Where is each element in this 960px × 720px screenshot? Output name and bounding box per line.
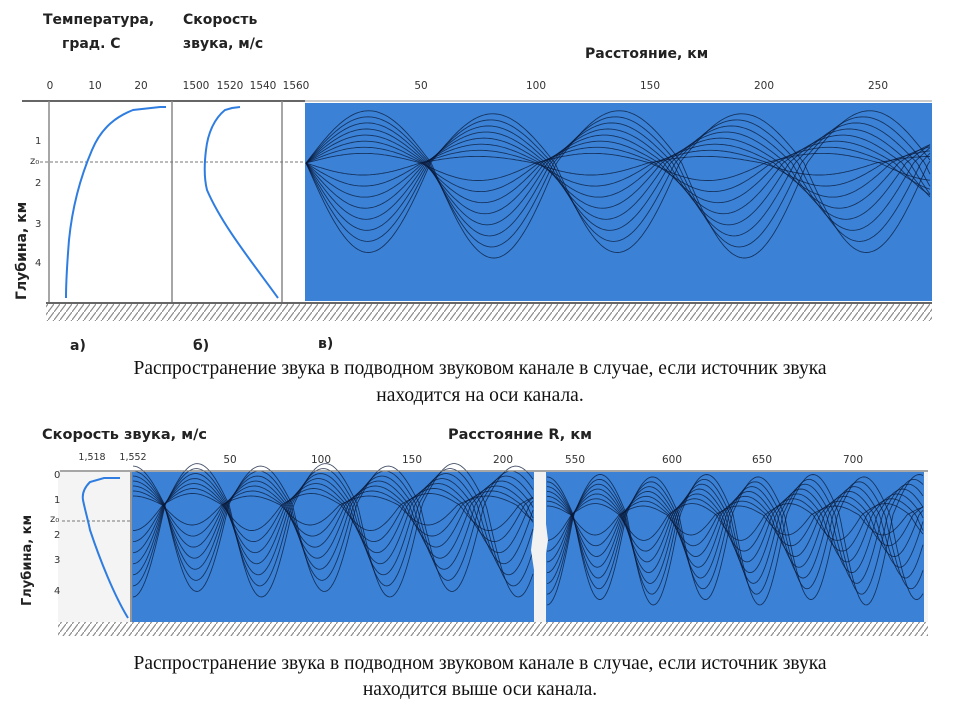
top-caption-line2: находится на оси канала. [376, 385, 584, 406]
bottom-dist-tick-100: 100 [310, 454, 332, 466]
top-distance-title: Расстояние, км [585, 46, 709, 62]
bottom-depth-tick-0: 0 [54, 470, 61, 481]
bottom-depth-tick-1: 1 [54, 495, 61, 506]
bottom-ray-paths [132, 463, 924, 606]
temperature-title-line1: Температура, [43, 12, 155, 28]
bottom-seabed-hatch [58, 622, 928, 636]
speed-tick-1540: 1540 [249, 80, 277, 92]
ray-path [305, 113, 931, 253]
ray-path [305, 122, 931, 237]
top-depth-tick-3: 3 [35, 219, 42, 230]
ray-path [546, 503, 924, 541]
ray-path [546, 476, 924, 601]
top-depth-tick-z0: z₀ [30, 156, 40, 167]
bottom-depth-axis-label: Глубина, км [20, 514, 35, 606]
ray-path [546, 481, 924, 590]
ray-path [132, 495, 534, 526]
top-dist-tick-100: 100 [525, 80, 547, 92]
ray-path [305, 137, 931, 209]
bottom-speed-tick-1552: 1,552 [119, 452, 147, 463]
panel-a-label: а) [70, 338, 86, 354]
bottom-dist-tick-650: 650 [751, 454, 773, 466]
bottom-dist-tick-550: 550 [564, 454, 586, 466]
ray-path [546, 486, 924, 579]
ray-path [132, 490, 534, 537]
ray-path [132, 475, 534, 570]
top-depth-tick-2: 2 [35, 178, 42, 189]
speed-tick-1560: 1560 [282, 80, 310, 92]
bottom-distance-title: Расстояние R, км [448, 427, 593, 443]
top-depth-tick-1: 1 [35, 136, 42, 147]
ray-path [132, 493, 534, 531]
ray-path [132, 470, 534, 581]
ray-path [132, 465, 534, 592]
speed-title-line2: звука, м/с [183, 36, 264, 52]
top-depth-tick-4: 4 [35, 258, 42, 269]
ray-path [305, 140, 931, 204]
top-dist-tick-250: 250 [867, 80, 889, 92]
bottom-dist-tick-50: 50 [223, 454, 237, 466]
speed-title-line1: Скорость [183, 12, 258, 28]
top-caption-line1: Распространение звука в подводном звуков… [133, 358, 827, 379]
distance-break-gap [531, 472, 548, 622]
bottom-dist-tick-200: 200 [492, 454, 514, 466]
ray-path [305, 146, 931, 193]
ray-path [546, 488, 924, 574]
top-dist-tick-50: 50 [414, 80, 428, 92]
bottom-depth-tick-2: 2 [54, 530, 61, 541]
temperature-title-line2: град. С [62, 36, 121, 52]
ray-path [546, 474, 924, 606]
ray-path [305, 134, 931, 215]
ray-path [132, 473, 534, 576]
ray-path [132, 468, 534, 587]
bottom-depth-tick-3: 3 [54, 555, 61, 566]
ray-path [305, 143, 931, 198]
top-depth-axis-label: Глубина, км [14, 201, 30, 300]
bottom-speed-title: Скорость звука, м/с [42, 427, 207, 443]
bottom-speed-tick-1518: 1,518 [78, 452, 106, 463]
bottom-dist-tick-600: 600 [661, 454, 683, 466]
top-ray-paths [305, 110, 931, 259]
panel-c-label: в) [318, 336, 334, 352]
ray-path [132, 485, 534, 548]
bottom-caption-line2: находится выше оси канала. [362, 679, 598, 700]
top-dist-tick-200: 200 [753, 80, 775, 92]
ray-path [305, 131, 931, 220]
ray-path [546, 491, 924, 568]
top-seabed-hatch [46, 303, 932, 321]
ray-path [546, 483, 924, 584]
ray-path [132, 478, 534, 565]
ray-path [132, 480, 534, 559]
ray-path [305, 110, 931, 259]
ray-path [305, 155, 931, 176]
ray-path [546, 478, 924, 595]
bottom-depth-tick-z0: z₀ [50, 514, 60, 525]
sound-speed-profile-curve [203, 106, 279, 299]
bottom-dist-tick-700: 700 [842, 454, 864, 466]
bottom-dist-tick-150: 150 [401, 454, 423, 466]
bottom-depth-tick-4: 4 [54, 586, 61, 597]
bottom-speed-profile-curve [81, 477, 129, 619]
bottom-caption-line1: Распространение звука в подводном звуков… [133, 653, 827, 674]
ray-path [132, 488, 534, 543]
ray-path [305, 119, 931, 242]
speed-tick-1520: 1520 [216, 80, 244, 92]
speed-tick-1500: 1500 [182, 80, 210, 92]
temperature-profile-curve [65, 106, 166, 299]
temp-tick-10: 10 [88, 80, 102, 92]
ray-path [305, 116, 931, 248]
ray-path [132, 483, 534, 554]
temp-tick-20: 20 [134, 80, 148, 92]
top-dist-tick-150: 150 [639, 80, 661, 92]
top-water-panel [305, 103, 932, 301]
temp-tick-0: 0 [46, 80, 54, 92]
panel-b-label: б) [193, 338, 210, 354]
ray-path [305, 149, 931, 187]
ray-path [305, 152, 931, 181]
